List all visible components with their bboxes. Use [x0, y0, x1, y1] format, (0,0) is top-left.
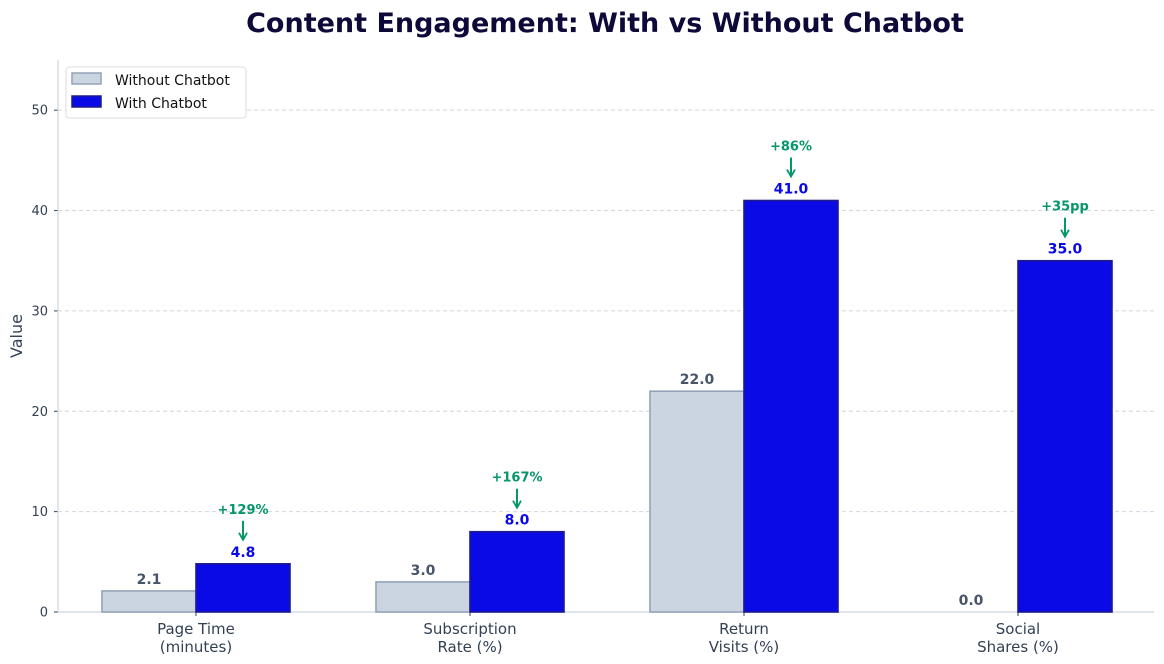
x-tick-label: Shares (%): [977, 638, 1059, 656]
legend-label-with-chatbot: With Chatbot: [115, 96, 207, 112]
axes: 0 10 20 30 40 50 Page Time(minutes) Subscriptio…: [31, 60, 1154, 656]
annotation-label: +35pp: [1041, 200, 1089, 215]
annotation-label: +167%: [491, 471, 542, 486]
data-label: 2.1: [137, 572, 162, 588]
data-label: 41.0: [774, 182, 809, 198]
bar-without-chatbot: [649, 390, 745, 613]
legend-box: [65, 66, 247, 119]
data-label: 8.0: [505, 513, 530, 529]
value-labels: 2.1 4.8 3.0 8.0 22.0 41.0 0.0 35.0: [137, 182, 1083, 609]
y-tick-label: 10: [31, 505, 48, 520]
data-label: 3.0: [411, 563, 436, 579]
x-tick-label: Page Time: [157, 620, 235, 638]
x-tick-label: Subscription: [423, 620, 516, 638]
annotation-label: +129%: [217, 503, 268, 518]
data-label: 4.8: [231, 545, 256, 561]
bar-without-chatbot: [101, 590, 197, 613]
annotation-arrow-head: [1060, 229, 1070, 239]
y-tick-label: 40: [31, 204, 48, 219]
bar-with-chatbot: [469, 530, 565, 613]
bar-with-chatbot: [743, 199, 839, 613]
x-tick-label: Rate (%): [437, 638, 502, 656]
annotation-label: +86%: [770, 140, 812, 155]
annotation-arrow-head: [238, 532, 248, 542]
annotations: +129% +167% +86% +35pp: [217, 140, 1089, 542]
legend-swatch-with-chatbot: [71, 95, 102, 108]
grid-lines: [58, 109, 1154, 513]
x-tick-label: Social: [996, 620, 1040, 638]
legend: Without Chatbot With Chatbot: [65, 66, 247, 119]
x-tick-label: (minutes): [160, 638, 232, 656]
chart-title: Content Engagement: With vs Without Chat…: [246, 8, 964, 39]
y-axis-label: Value: [7, 314, 26, 358]
x-tick-label: Visits (%): [709, 638, 780, 656]
data-label: 22.0: [680, 372, 715, 388]
y-tick-label: 30: [31, 304, 48, 319]
y-tick-label: 0: [40, 606, 48, 621]
legend-swatch-without-chatbot: [71, 72, 102, 85]
bars: [101, 199, 1113, 613]
y-tick-label: 50: [31, 104, 48, 119]
data-label: 0.0: [959, 593, 984, 609]
x-tick-label: Return: [719, 620, 769, 638]
y-tick-label: 20: [31, 405, 48, 420]
bar-with-chatbot: [195, 563, 291, 613]
annotation-arrow-head: [512, 500, 522, 510]
bar-without-chatbot: [375, 581, 471, 613]
annotation-arrow-head: [786, 169, 796, 179]
legend-label-without-chatbot: Without Chatbot: [115, 73, 230, 89]
data-label: 35.0: [1048, 242, 1083, 258]
bar-with-chatbot: [1017, 259, 1113, 613]
